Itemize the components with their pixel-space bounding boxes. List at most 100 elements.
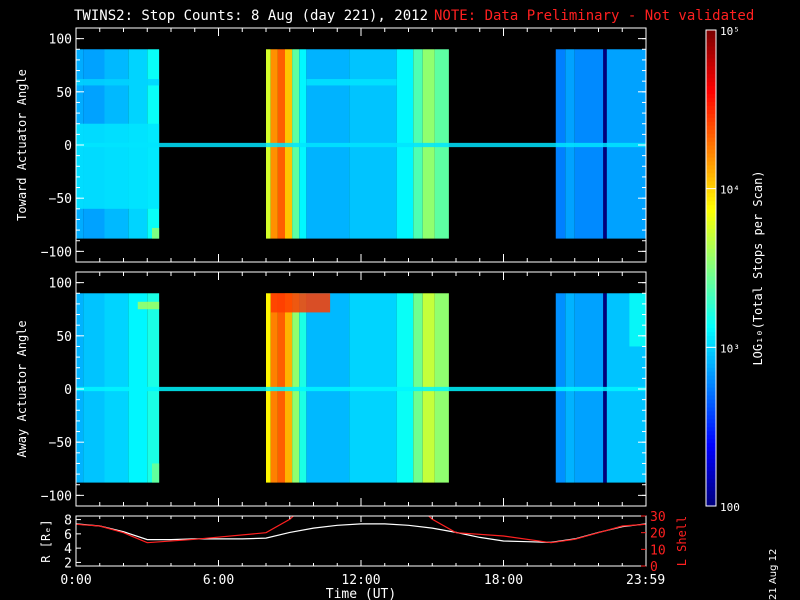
colorbar-step xyxy=(706,482,716,487)
colorbar-step xyxy=(706,307,716,313)
colorbar-step xyxy=(706,121,716,126)
colorbar-step xyxy=(706,176,716,182)
x-axis-label: Time (UT) xyxy=(326,587,396,600)
heatmap-feature xyxy=(270,293,331,313)
colorbar-step xyxy=(706,410,716,416)
heatmap-feature xyxy=(306,79,397,86)
x-tick-label: 18:00 xyxy=(484,573,523,588)
colorbar-step xyxy=(706,295,716,301)
colorbar-step xyxy=(706,406,716,412)
colorbar-step xyxy=(706,149,716,154)
colorbar-step xyxy=(706,85,716,91)
colorbar-step xyxy=(706,379,716,384)
colorbar-step xyxy=(706,145,716,150)
y-tick-label: 50 xyxy=(56,86,72,101)
y-tick-label: 0 xyxy=(64,139,72,154)
y-tick-label: 2 xyxy=(64,556,72,571)
colorbar-step xyxy=(706,311,716,317)
colorbar-step xyxy=(706,414,716,420)
colorbar-step xyxy=(706,180,716,186)
colorbar-step xyxy=(706,394,716,400)
colorbar-step xyxy=(706,498,716,503)
y-axis-label: R [Rₑ] xyxy=(39,519,53,562)
colorbar-step xyxy=(706,53,716,59)
y2-tick-label: 30 xyxy=(650,510,666,525)
colorbar-step xyxy=(706,260,716,265)
colorbar-step xyxy=(706,323,716,329)
colorbar-step xyxy=(706,383,716,388)
colorbar-step xyxy=(706,418,716,424)
colorbar-step xyxy=(706,133,716,138)
heatmap-feature xyxy=(629,293,646,347)
l-shell-line xyxy=(76,516,646,544)
colorbar-step xyxy=(706,141,716,146)
colorbar-step xyxy=(706,450,716,456)
y-tick-label: −50 xyxy=(49,192,72,207)
colorbar-step xyxy=(706,287,716,293)
colorbar-step xyxy=(706,37,716,43)
colorbar-step xyxy=(706,371,716,376)
colorbar-step xyxy=(706,478,716,483)
colorbar-step xyxy=(706,192,716,198)
figure-title: TWINS2: Stop Counts: 8 Aug (day 221), 20… xyxy=(74,8,429,24)
colorbar-step xyxy=(706,125,716,130)
x-tick-label: 12:00 xyxy=(341,573,380,588)
colorbar-step xyxy=(706,41,716,47)
colorbar-step xyxy=(706,208,716,214)
y-axis-label: Toward Actuator Angle xyxy=(15,69,29,221)
colorbar-step xyxy=(706,168,716,174)
colorbar-step xyxy=(706,81,716,87)
colorbar-step xyxy=(706,398,716,404)
heatmap-feature xyxy=(76,386,646,392)
colorbar-step xyxy=(706,271,716,277)
colorbar-tick-label: 10⁵ xyxy=(720,25,740,38)
colorbar-step xyxy=(706,113,716,118)
colorbar-step xyxy=(706,256,716,261)
colorbar-step xyxy=(706,172,716,178)
colorbar-step xyxy=(706,101,716,106)
colorbar-step xyxy=(706,438,716,444)
colorbar-step xyxy=(706,244,716,249)
y-tick-label: −50 xyxy=(49,436,72,451)
colorbar-step xyxy=(706,156,716,162)
colorbar-step xyxy=(706,490,716,495)
y-tick-label: 100 xyxy=(49,33,72,48)
colorbar-step xyxy=(706,466,716,471)
figure-title-row: TWINS2: Stop Counts: 8 Aug (day 221), 20… xyxy=(0,6,800,28)
colorbar-step xyxy=(706,117,716,122)
colorbar-tick-label: 10⁴ xyxy=(720,184,740,197)
y-axis-label: Away Actuator Angle xyxy=(15,320,29,457)
colorbar-step xyxy=(706,232,716,237)
colorbar-step xyxy=(706,355,716,360)
colorbar-step xyxy=(706,224,716,229)
heatmap-feature xyxy=(76,142,646,148)
colorbar-step xyxy=(706,105,716,110)
colorbar-step xyxy=(706,426,716,432)
y-tick-label: 4 xyxy=(64,542,72,557)
away-heatmap-panel: −100 −50 0 50 100 Away Actuator Angle xyxy=(15,271,647,507)
heatmap-feature xyxy=(137,301,160,310)
colorbar: 100 10³ 10⁴ 10⁵ LOG₁₀(Total Stops per Scan) xyxy=(705,25,765,514)
colorbar-step xyxy=(706,454,716,459)
colorbar-step xyxy=(706,77,716,83)
colorbar-tick-label: 10³ xyxy=(720,342,740,355)
colorbar-step xyxy=(706,30,716,35)
colorbar-step xyxy=(706,462,716,467)
colorbar-step xyxy=(706,49,716,55)
colorbar-step xyxy=(706,160,716,166)
colorbar-step xyxy=(706,61,716,67)
colorbar-step xyxy=(706,45,716,51)
colorbar-step xyxy=(706,97,716,102)
y-tick-label: 50 xyxy=(56,330,72,345)
colorbar-step xyxy=(706,474,716,479)
colorbar-step xyxy=(706,446,716,452)
colorbar-step xyxy=(706,73,716,79)
heatmap-feature xyxy=(152,463,160,483)
colorbar-step xyxy=(706,69,716,75)
y-tick-label: 100 xyxy=(49,277,72,292)
colorbar-step xyxy=(706,343,716,348)
colorbar-step xyxy=(706,363,716,368)
colorbar-step xyxy=(706,264,716,269)
